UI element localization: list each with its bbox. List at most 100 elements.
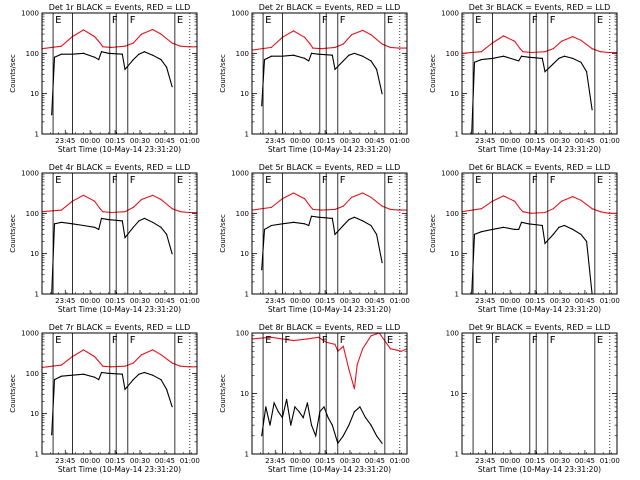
data-point (362, 29, 364, 31)
data-point (261, 435, 263, 437)
event-marker-label: F (340, 335, 346, 346)
data-point (309, 43, 311, 45)
data-point (586, 71, 588, 73)
data-point (269, 424, 271, 426)
x-tick-label: 01:00 (390, 297, 410, 305)
x-tick-label: 00:15 (315, 137, 335, 145)
data-point (558, 57, 560, 60)
data-point (552, 63, 554, 65)
x-tick-label: 00:45 (365, 137, 385, 145)
data-point (353, 52, 355, 54)
x-tick-label: 00:30 (550, 297, 570, 305)
data-point (310, 424, 313, 426)
event-marker-label: E (475, 335, 481, 346)
data-point (351, 196, 353, 198)
data-point (166, 66, 168, 68)
panel-7: Det 7r BLACK = Events, RED = LLD Counts/s… (9, 323, 200, 474)
event-marker-label: E (55, 15, 61, 26)
event-marker-label: E (597, 175, 603, 186)
x-tick-label: 00:00 (500, 457, 520, 465)
panel-3: Det 3r BLACK = Events, RED = LLD Counts/s… (429, 3, 620, 154)
data-point (591, 208, 593, 210)
data-point (312, 208, 314, 210)
data-point (171, 362, 173, 364)
y-tick-label: 10 (450, 250, 459, 258)
data-point (541, 224, 543, 227)
x-tick-label: 00:15 (105, 457, 125, 465)
data-point (179, 365, 181, 367)
data-point (98, 379, 100, 381)
data-point (277, 411, 279, 413)
data-point (400, 350, 403, 352)
y-tick-label: 100 (26, 370, 39, 378)
data-point (519, 208, 521, 210)
data-point (315, 435, 317, 437)
data-point (99, 42, 101, 44)
x-tick-label: 00:30 (340, 137, 360, 145)
y-tick-label: 1 (455, 291, 459, 299)
data-point (160, 198, 162, 201)
data-point (370, 196, 372, 198)
data-point (320, 48, 322, 50)
data-point (353, 411, 355, 413)
data-point (362, 55, 364, 57)
panel-9: Det 9r BLACK = Events, RED = LLD 1 10 100 23… (446, 323, 620, 474)
data-point (381, 43, 383, 45)
x-tick-label: 00:00 (500, 137, 520, 145)
data-point (591, 109, 593, 111)
data-point (94, 56, 96, 58)
data-point (541, 57, 543, 60)
x-tick-label: 00:45 (575, 457, 595, 465)
data-point (527, 56, 530, 58)
panel-5: Det 5r BLACK = Events, RED = LLD Counts/s… (219, 163, 410, 314)
events-series-line (51, 217, 173, 294)
x-tick-label: 01:00 (180, 297, 200, 305)
data-point (381, 93, 383, 95)
data-point (138, 220, 140, 222)
data-point (356, 364, 358, 366)
data-point (334, 343, 336, 345)
data-point (572, 196, 574, 198)
event-marker-label: E (475, 15, 481, 26)
data-point (99, 208, 101, 210)
y-tick-label: 100 (26, 50, 39, 58)
event-marker-label: F (284, 335, 290, 346)
data-point (519, 48, 521, 50)
data-point (527, 223, 530, 225)
panel-title: Det 7r BLACK = Events, RED = LLD (49, 323, 191, 332)
data-point (520, 221, 523, 223)
data-point (107, 52, 109, 54)
event-marker-label: E (597, 15, 603, 26)
y-tick-label: 1 (245, 131, 249, 139)
data-point (263, 228, 266, 230)
data-point (398, 209, 400, 211)
event-marker-label: E (177, 335, 183, 346)
x-axis-label: Start Time (10-May-14 23:31:20) (268, 465, 391, 474)
data-point (124, 237, 126, 239)
x-tick-label: 23:45 (55, 297, 75, 305)
data-point (60, 209, 63, 211)
panel-title: Det 9r BLACK = Events, RED = LLD (469, 323, 611, 332)
y-tick-label: 100 (446, 330, 459, 338)
data-point (331, 54, 333, 56)
lld-series-line (252, 29, 407, 51)
data-point (317, 336, 319, 338)
data-point (141, 198, 143, 201)
plot-area (252, 192, 407, 271)
event-marker-label: F (130, 175, 136, 186)
x-tick-label: 00:15 (525, 457, 545, 465)
data-point (342, 43, 344, 45)
data-point (132, 206, 134, 208)
data-point (143, 371, 145, 374)
data-point (171, 86, 173, 88)
lld-series-line (42, 349, 197, 368)
y-tick-label: 1000 (231, 10, 249, 18)
data-point (121, 53, 123, 55)
data-point (544, 71, 546, 73)
x-tick-label: 00:30 (340, 297, 360, 305)
x-tick-label: 01:00 (600, 137, 620, 145)
x-axis-label: Start Time (10-May-14 23:31:20) (268, 145, 391, 154)
data-point (362, 348, 364, 350)
y-tick-label: 1000 (21, 330, 39, 338)
data-point (100, 51, 103, 53)
